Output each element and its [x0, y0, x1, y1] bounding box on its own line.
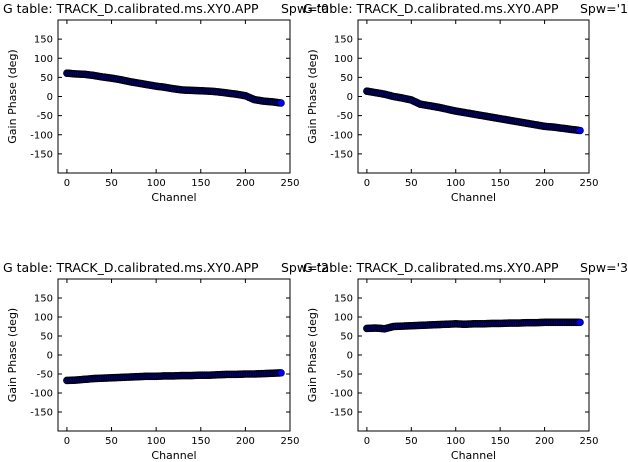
y-tick-label: -150	[330, 149, 353, 160]
y-tick-label: 50	[40, 73, 53, 84]
axes-frame	[57, 278, 291, 432]
y-tick-label: -50	[337, 370, 353, 381]
y-axis-label: Gain Phase (deg)	[306, 49, 319, 143]
x-tick-label: 0	[64, 178, 70, 189]
x-tick-label: 200	[535, 178, 554, 189]
x-tick-label: 50	[105, 178, 118, 189]
spw-label: Spw='2'	[281, 260, 332, 275]
x-tick-label: 0	[64, 436, 70, 447]
y-axis-label: Gain Phase (deg)	[306, 308, 319, 402]
x-tick-label: 150	[191, 178, 210, 189]
x-tick-label: 100	[147, 178, 166, 189]
x-tick-label: 150	[191, 436, 210, 447]
y-tick-label: 100	[34, 313, 53, 324]
x-tick-label: 50	[105, 436, 118, 447]
spw-label: Spw='3'	[580, 260, 628, 275]
x-tick-label: 100	[147, 436, 166, 447]
x-tick-label: 150	[491, 436, 510, 447]
axes-frame	[357, 278, 590, 432]
y-axis-label: Gain Phase (deg)	[6, 308, 19, 402]
y-tick-label: 50	[340, 73, 353, 84]
y-tick-label: 0	[47, 351, 53, 362]
y-tick-label: 0	[347, 92, 353, 103]
y-tick-label: -100	[30, 130, 53, 141]
y-tick-label: 150	[34, 294, 53, 305]
x-tick-label: 100	[446, 178, 465, 189]
y-tick-label: -150	[330, 408, 353, 419]
x-tick-label: 200	[535, 436, 554, 447]
data-points	[363, 87, 584, 135]
x-tick-label: 250	[579, 436, 598, 447]
y-tick-label: 100	[334, 313, 353, 324]
data-points	[63, 369, 285, 385]
y-tick-label: -50	[37, 111, 53, 122]
data-points	[63, 69, 285, 107]
y-axis-label: Gain Phase (deg)	[6, 49, 19, 143]
x-axis-label: Channel	[151, 449, 196, 462]
data-point-last	[277, 369, 285, 377]
x-tick-label: 50	[405, 178, 418, 189]
x-tick-label: 250	[579, 178, 598, 189]
y-tick-label: 100	[34, 54, 53, 65]
data-point-last	[277, 99, 285, 107]
x-tick-label: 250	[280, 178, 299, 189]
x-tick-label: 250	[280, 436, 299, 447]
x-axis-label: Channel	[451, 449, 496, 462]
y-tick-label: 0	[347, 351, 353, 362]
x-tick-label: 0	[364, 178, 370, 189]
y-tick-label: -150	[30, 408, 53, 419]
chart-title: G table: TRACK_D.calibrated.ms.XY0.APP	[303, 1, 559, 16]
y-tick-label: 150	[34, 35, 53, 46]
subplot-spw-0: 0 50 100 150 200 250 -150 -100 -50 0 50 100 150 G tab…	[3, 1, 332, 204]
spw-label: Spw='1'	[580, 1, 628, 16]
y-tick-label: 150	[334, 294, 353, 305]
chart-title: G table: TRACK_D.calibrated.ms.XY0.APP	[3, 1, 259, 16]
y-tick-label: 50	[340, 332, 353, 343]
subplot-spw-2: 0 50 100 150 200 250 -150 -100 -50 0 50 100 150 G tab…	[3, 260, 332, 462]
y-tick-label: -100	[330, 389, 353, 400]
data-points	[363, 318, 584, 333]
y-tick-label: -100	[330, 130, 353, 141]
x-axis-label: Channel	[451, 191, 496, 204]
x-tick-label: 100	[446, 436, 465, 447]
data-point-last	[576, 126, 584, 135]
subplot-spw-3: 0 50 100 150 200 250 -150 -100 -50 0 50 100 150 G tab…	[303, 260, 628, 462]
y-tick-label: 0	[47, 92, 53, 103]
y-tick-label: -100	[30, 389, 53, 400]
data-point-last	[576, 318, 584, 327]
y-tick-label: 50	[40, 332, 53, 343]
y-tick-label: 150	[334, 35, 353, 46]
chart-title: G table: TRACK_D.calibrated.ms.XY0.APP	[303, 260, 559, 275]
y-tick-label: -150	[30, 149, 53, 160]
x-tick-label: 0	[364, 436, 370, 447]
spw-label: Spw='0'	[281, 1, 332, 16]
x-axis-label: Channel	[151, 191, 196, 204]
x-tick-label: 50	[405, 436, 418, 447]
subplot-spw-1: 0 50 100 150 200 250 -150 -100 -50 0 50 100 150 G tab…	[303, 1, 628, 204]
x-tick-label: 200	[236, 178, 255, 189]
y-tick-label: -50	[37, 370, 53, 381]
x-tick-label: 200	[236, 436, 255, 447]
x-tick-label: 150	[491, 178, 510, 189]
y-tick-label: -50	[337, 111, 353, 122]
y-tick-label: 100	[334, 54, 353, 65]
chart-title: G table: TRACK_D.calibrated.ms.XY0.APP	[3, 260, 259, 275]
